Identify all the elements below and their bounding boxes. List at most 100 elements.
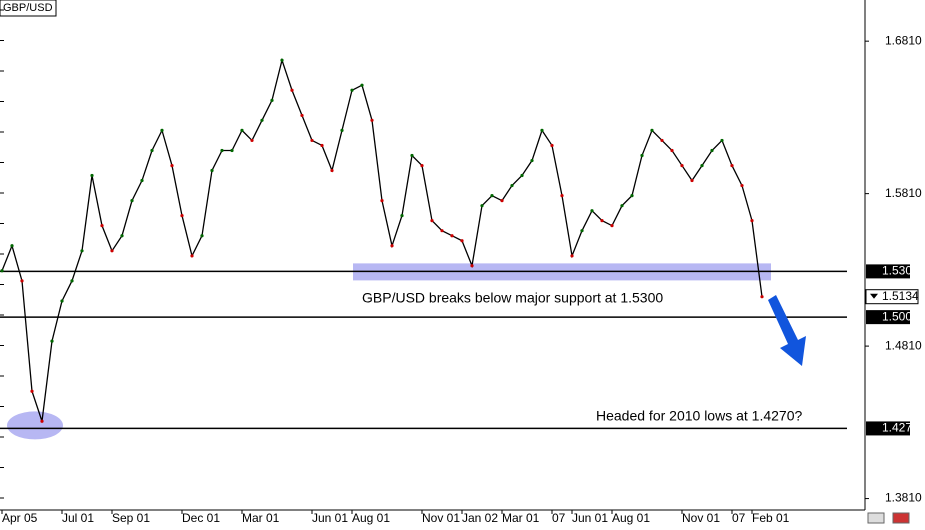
price-point — [570, 254, 574, 258]
price-point — [230, 148, 234, 153]
level-label-box — [866, 421, 910, 436]
down-arrow — [768, 295, 806, 366]
price-point — [270, 98, 274, 102]
price-point — [490, 194, 494, 198]
x-tick-label: Mar 01 — [502, 511, 540, 525]
x-tick-label: Jul 01 — [62, 511, 94, 525]
price-point — [700, 163, 704, 168]
price-point — [410, 153, 414, 158]
x-tick-label: Nov 01 — [682, 511, 720, 525]
price-point — [730, 163, 734, 168]
x-tick-label: 07 — [732, 511, 746, 525]
price-point — [80, 249, 84, 253]
price-point — [70, 279, 74, 283]
price-point — [590, 209, 594, 213]
price-point — [390, 244, 394, 248]
price-point — [430, 219, 434, 223]
x-tick-label: 07 — [552, 511, 566, 525]
price-point — [120, 234, 124, 238]
price-point — [40, 419, 44, 423]
price-point — [550, 143, 554, 148]
price-point — [350, 88, 354, 92]
price-point — [30, 389, 34, 393]
price-point — [110, 249, 114, 253]
y-tick-label: 1.6810 — [885, 33, 922, 47]
annotation: GBP/USD breaks below major support at 1.… — [362, 290, 663, 306]
last-price-box — [865, 289, 919, 305]
price-point — [50, 339, 54, 343]
x-tick-label: Nov 01 — [422, 511, 460, 525]
price-point — [650, 128, 654, 132]
last-price-marker — [870, 293, 878, 299]
price-point — [250, 138, 254, 143]
price-point — [280, 58, 284, 62]
last-price-label: 1.5134 — [882, 289, 919, 303]
price-point — [610, 224, 614, 228]
price-point — [60, 299, 64, 303]
price-point — [220, 148, 224, 153]
level-label: 1.5000 — [882, 309, 919, 323]
price-point — [670, 148, 674, 153]
price-point — [320, 143, 324, 148]
price-point — [90, 173, 94, 178]
price-point — [560, 194, 564, 198]
price-point — [300, 113, 304, 118]
price-point — [130, 199, 134, 203]
x-tick-label: Dec 01 — [182, 511, 220, 525]
low-highlight — [7, 411, 63, 440]
price-point — [520, 173, 524, 178]
price-point — [480, 204, 484, 208]
y-tick-label: 1.3810 — [885, 491, 922, 505]
price-point — [100, 224, 104, 228]
price-point — [290, 88, 294, 92]
annotation: Headed for 2010 lows at 1.4270? — [596, 408, 802, 424]
x-tick-label: Jun 01 — [312, 511, 348, 525]
icon[interactable] — [892, 512, 910, 524]
price-point — [190, 254, 194, 258]
price-point — [720, 138, 724, 143]
x-tick-label: Aug 01 — [612, 511, 650, 525]
price-point — [540, 128, 544, 132]
price-point — [380, 199, 384, 203]
price-point — [140, 178, 144, 183]
y-tick-label: 1.4810 — [885, 338, 922, 352]
x-tick-label: Mar 01 — [242, 511, 280, 525]
price-point — [690, 178, 694, 183]
price-point — [440, 229, 444, 233]
level-label: 1.5300 — [882, 264, 919, 278]
icon[interactable] — [867, 512, 885, 524]
price-point — [0, 269, 4, 273]
price-point — [580, 229, 584, 233]
price-point — [170, 163, 174, 168]
price-point — [760, 295, 764, 299]
level-label-box — [866, 310, 910, 325]
price-point — [240, 128, 244, 132]
price-point — [750, 219, 754, 223]
x-tick-label: Jan 02 — [462, 511, 498, 525]
x-tick-label: Aug 01 — [352, 511, 390, 525]
price-point — [710, 148, 714, 153]
price-point — [420, 163, 424, 168]
price-point — [620, 204, 624, 208]
y-tick-label: 1.5810 — [885, 186, 922, 200]
price-point — [150, 148, 154, 153]
x-tick-label: Feb 01 — [752, 511, 790, 525]
price-point — [450, 234, 454, 238]
x-tick-label: Jun 01 — [572, 511, 608, 525]
price-point — [180, 213, 184, 218]
price-point — [370, 118, 374, 122]
price-point — [660, 138, 664, 143]
price-point — [470, 264, 474, 268]
price-point — [10, 244, 14, 248]
price-point — [640, 153, 644, 158]
price-point — [340, 128, 344, 132]
price-point — [530, 158, 534, 163]
price-point — [740, 183, 744, 188]
price-point — [330, 168, 334, 173]
price-point — [360, 83, 364, 87]
x-tick-label: Apr 05 — [2, 511, 38, 525]
price-point — [210, 168, 214, 173]
price-point — [260, 118, 264, 122]
price-point — [600, 219, 604, 223]
